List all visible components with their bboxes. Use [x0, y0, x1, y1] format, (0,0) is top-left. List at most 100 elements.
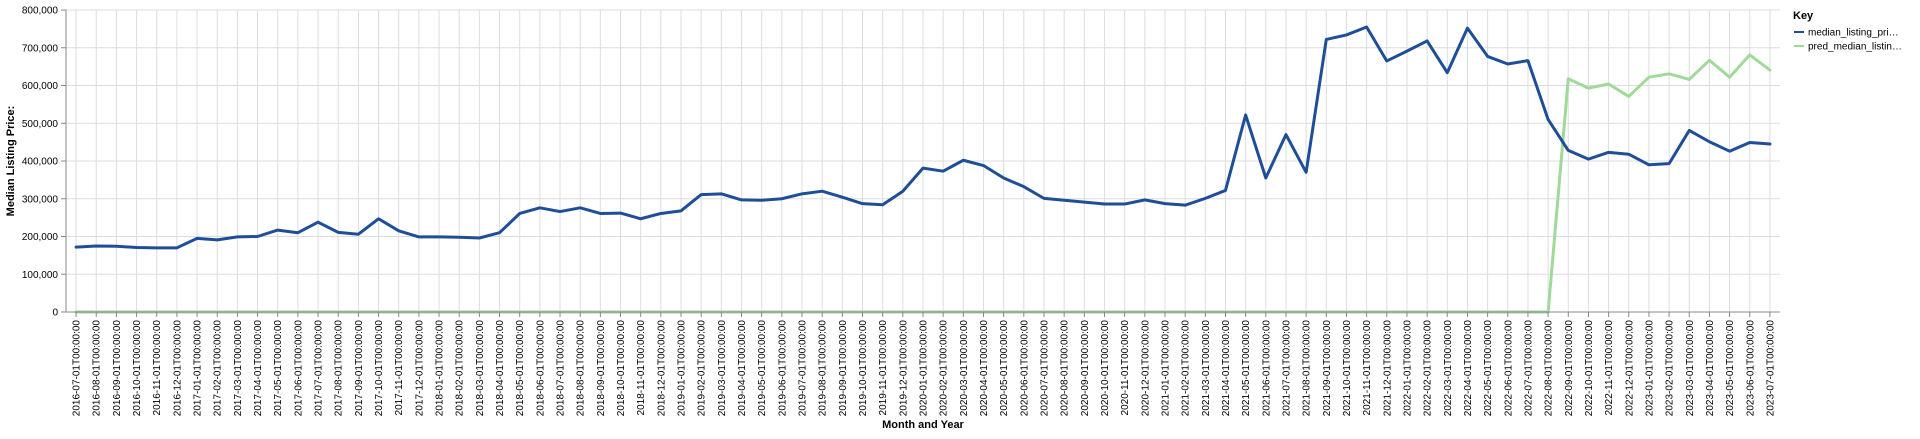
x-tick-label: 2017-08-01T00:00:00	[334, 320, 345, 417]
x-tick-label: 2018-05-01T00:00:00	[515, 320, 526, 417]
x-tick-label: 2020-09-01T00:00:00	[1080, 320, 1091, 417]
x-tick-label: 2022-05-01T00:00:00	[1483, 320, 1494, 417]
x-tick-label: 2017-07-01T00:00:00	[314, 320, 325, 417]
x-tick-label: 2016-08-01T00:00:00	[92, 320, 103, 417]
x-tick-label: 2018-10-01T00:00:00	[616, 320, 627, 417]
x-tick-label: 2018-09-01T00:00:00	[596, 320, 607, 417]
x-tick-label: 2016-11-01T00:00:00	[152, 320, 163, 416]
axes: 0 100,000 200,000 300,000 400,000 500,000 600,…	[22, 6, 1780, 417]
x-tick-label: 2018-11-01T00:00:00	[636, 320, 647, 416]
x-tick-label: 2023-04-01T00:00:00	[1705, 320, 1716, 417]
x-tick-label: 2018-03-01T00:00:00	[475, 320, 486, 417]
x-tick-label: 2019-11-01T00:00:00	[878, 320, 889, 416]
x-tick-label: 2018-07-01T00:00:00	[556, 320, 567, 417]
y-tick-label: 100,000	[22, 270, 59, 281]
x-tick-label: 2018-02-01T00:00:00	[455, 320, 466, 417]
legend-label: median_listing_pri…	[1808, 28, 1899, 39]
x-tick-label: 2023-07-01T00:00:00	[1765, 320, 1776, 417]
x-tick-label: 2020-04-01T00:00:00	[979, 320, 990, 417]
x-tick-label: 2021-10-01T00:00:00	[1342, 320, 1353, 417]
x-tick-label: 2019-07-01T00:00:00	[798, 320, 809, 417]
x-tick-label: 2017-01-01T00:00:00	[193, 320, 204, 417]
legend-items: median_listing_pri… pred_median_listin…	[1794, 28, 1902, 53]
x-tick-label: 2022-06-01T00:00:00	[1503, 320, 1514, 417]
x-tick-label: 2020-05-01T00:00:00	[999, 320, 1010, 417]
x-tick-label: 2021-03-01T00:00:00	[1201, 320, 1212, 417]
x-axis-ticks: 2016-07-01T00:00:00 2016-08-01T00:00:00 20…	[72, 312, 1776, 417]
x-tick-label: 2019-06-01T00:00:00	[777, 320, 788, 417]
x-tick-label: 2021-02-01T00:00:00	[1181, 320, 1192, 417]
x-tick-label: 2019-08-01T00:00:00	[818, 320, 829, 417]
x-tick-label: 2023-05-01T00:00:00	[1725, 320, 1736, 417]
x-tick-label: 2022-12-01T00:00:00	[1624, 320, 1635, 417]
x-tick-label: 2021-09-01T00:00:00	[1322, 320, 1333, 417]
y-tick-label: 800,000	[22, 6, 59, 17]
legend-label: pred_median_listin…	[1808, 42, 1902, 53]
x-tick-label: 2019-04-01T00:00:00	[737, 320, 748, 417]
x-tick-label: 2021-08-01T00:00:00	[1302, 320, 1313, 417]
x-tick-label: 2017-06-01T00:00:00	[293, 320, 304, 417]
x-tick-label: 2017-02-01T00:00:00	[213, 320, 224, 417]
y-tick-label: 300,000	[22, 194, 59, 205]
x-tick-label: 2018-06-01T00:00:00	[535, 320, 546, 417]
x-tick-label: 2021-12-01T00:00:00	[1382, 320, 1393, 417]
legend-title: Key	[1793, 10, 1814, 22]
y-axis-title: Median Listing Price:	[5, 106, 17, 217]
x-tick-label: 2021-05-01T00:00:00	[1241, 320, 1252, 417]
x-tick-label: 2022-01-01T00:00:00	[1402, 320, 1413, 417]
x-tick-label: 2017-04-01T00:00:00	[253, 320, 264, 417]
y-tick-label: 0	[52, 308, 58, 319]
x-tick-label: 2021-11-01T00:00:00	[1362, 320, 1373, 416]
y-tick-label: 200,000	[22, 232, 59, 243]
x-axis-title: Month and Year	[882, 419, 964, 431]
x-tick-label: 2023-02-01T00:00:00	[1665, 320, 1676, 417]
x-tick-label: 2021-06-01T00:00:00	[1261, 320, 1272, 417]
x-tick-label: 2020-01-01T00:00:00	[919, 320, 930, 417]
x-tick-label: 2017-10-01T00:00:00	[374, 320, 385, 417]
x-tick-label: 2021-07-01T00:00:00	[1281, 320, 1292, 417]
x-tick-label: 2022-03-01T00:00:00	[1443, 320, 1454, 417]
x-tick-label: 2019-05-01T00:00:00	[757, 320, 768, 417]
x-tick-label: 2020-10-01T00:00:00	[1100, 320, 1111, 417]
x-tick-label: 2019-03-01T00:00:00	[717, 320, 728, 417]
x-tick-label: 2022-04-01T00:00:00	[1463, 320, 1474, 417]
series-line-median-listing-price	[74, 25, 1772, 250]
y-axis-ticks: 0 100,000 200,000 300,000 400,000 500,000 600,…	[22, 6, 66, 319]
x-tick-label: 2017-12-01T00:00:00	[414, 320, 425, 417]
x-tick-label: 2022-09-01T00:00:00	[1564, 320, 1575, 417]
x-tick-label: 2022-11-01T00:00:00	[1604, 320, 1615, 416]
x-tick-label: 2023-01-01T00:00:00	[1644, 320, 1655, 417]
x-tick-label: 2017-11-01T00:00:00	[394, 320, 405, 416]
x-tick-label: 2018-08-01T00:00:00	[576, 320, 587, 417]
x-tick-label: 2023-03-01T00:00:00	[1685, 320, 1696, 417]
x-tick-label: 2019-02-01T00:00:00	[697, 320, 708, 417]
x-tick-label: 2019-01-01T00:00:00	[677, 320, 688, 417]
y-tick-label: 500,000	[22, 119, 59, 130]
x-tick-label: 2017-03-01T00:00:00	[233, 320, 244, 417]
x-tick-label: 2017-05-01T00:00:00	[273, 320, 284, 417]
x-tick-label: 2020-12-01T00:00:00	[1140, 320, 1151, 417]
x-tick-label: 2016-07-01T00:00:00	[72, 320, 83, 417]
x-tick-label: 2022-10-01T00:00:00	[1584, 320, 1595, 417]
x-tick-label: 2016-10-01T00:00:00	[132, 320, 143, 417]
x-tick-label: 2017-09-01T00:00:00	[354, 320, 365, 417]
x-tick-label: 2021-01-01T00:00:00	[1160, 320, 1171, 417]
y-tick-label: 400,000	[22, 157, 59, 168]
x-tick-label: 2022-08-01T00:00:00	[1544, 320, 1555, 417]
x-tick-label: 2020-07-01T00:00:00	[1039, 320, 1050, 417]
y-tick-label: 700,000	[22, 43, 59, 54]
x-tick-label: 2020-02-01T00:00:00	[939, 320, 950, 417]
x-tick-label: 2021-04-01T00:00:00	[1221, 320, 1232, 417]
x-tick-label: 2020-03-01T00:00:00	[959, 320, 970, 417]
x-tick-label: 2022-02-01T00:00:00	[1423, 320, 1434, 417]
gridlines	[66, 9, 1780, 313]
x-tick-label: 2023-06-01T00:00:00	[1745, 320, 1756, 417]
x-tick-label: 2019-09-01T00:00:00	[838, 320, 849, 417]
x-tick-label: 2020-06-01T00:00:00	[1019, 320, 1030, 417]
x-tick-label: 2020-11-01T00:00:00	[1120, 320, 1131, 416]
x-tick-label: 2022-07-01T00:00:00	[1523, 320, 1534, 417]
x-tick-label: 2018-04-01T00:00:00	[495, 320, 506, 417]
x-tick-label: 2016-12-01T00:00:00	[172, 320, 183, 417]
